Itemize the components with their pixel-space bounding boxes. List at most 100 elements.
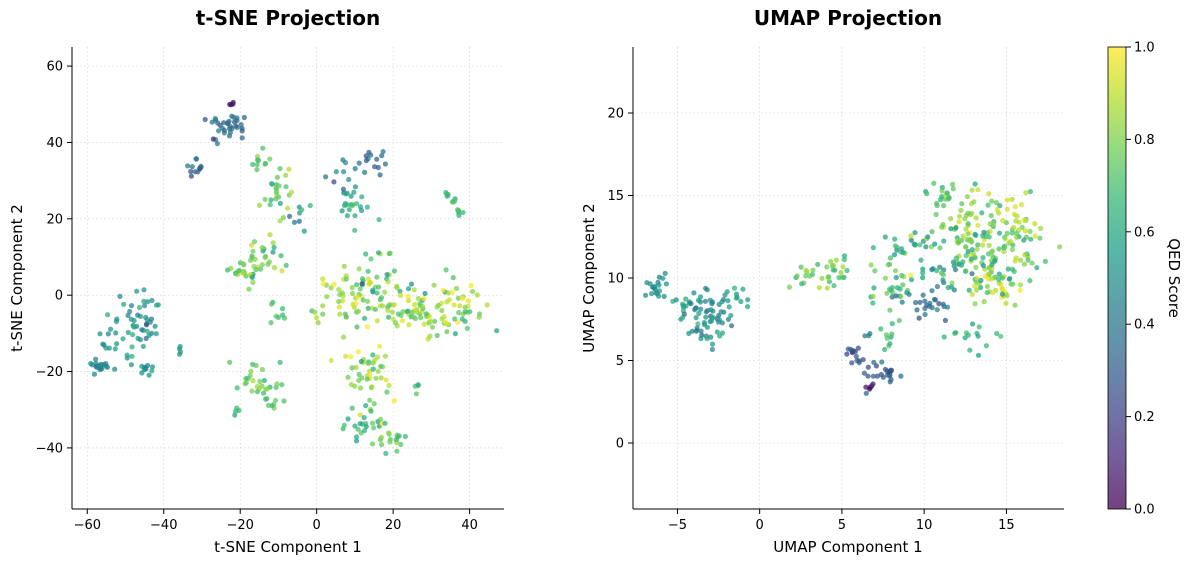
tsne-scatter-point	[370, 352, 376, 358]
tsne-scatter-point	[258, 266, 264, 272]
umap-scatter-point	[920, 292, 926, 298]
umap-scatter-point	[994, 330, 1000, 337]
umap-scatter-point	[698, 335, 704, 342]
umap-scatter-point	[908, 272, 914, 278]
umap-scatter-point	[908, 277, 915, 283]
umap-scatter-point	[992, 258, 998, 264]
tsne-scatter-point	[421, 296, 427, 302]
tsne-scatter-point	[288, 189, 295, 195]
umap-scatter-point	[996, 230, 1003, 236]
umap-scatter-point	[1021, 261, 1027, 267]
umap-scatter-point	[940, 277, 946, 283]
umap-scatter-point	[1014, 213, 1020, 219]
umap-scatter-point	[1017, 287, 1023, 293]
tsne-scatter-point	[283, 262, 289, 268]
umap-x-ticks: −5 0 5 10 15	[668, 509, 1015, 533]
tsne-scatter-point	[250, 248, 256, 254]
tsne-scatter-point	[286, 166, 292, 172]
tsne-scatter-point	[279, 306, 286, 312]
tsne-scatter-point	[197, 166, 203, 172]
umap-scatter-point	[698, 306, 704, 312]
tsne-scatter-point	[280, 312, 286, 318]
tsne-scatter-point	[394, 448, 400, 454]
umap-scatter-point	[714, 329, 720, 335]
tsne-scatter-point	[268, 181, 275, 187]
tsne-scatter-point	[434, 304, 440, 310]
tsne-scatter-point	[105, 331, 111, 337]
tsne-scatter-point	[374, 318, 380, 324]
tsne-scatter-point	[239, 128, 245, 134]
umap-scatter-point	[963, 253, 969, 259]
tsne-scatter-point	[340, 334, 347, 340]
tsne-scatter-point	[124, 352, 130, 358]
umap-scatter-point	[683, 303, 689, 309]
umap-scatter-point	[1009, 247, 1015, 253]
umap-scatter-point	[882, 234, 888, 240]
umap-scatter-point	[934, 202, 940, 209]
umap-scatter-point	[832, 267, 838, 273]
umap-scatter-point	[810, 267, 816, 273]
tsne-scatter-point	[277, 218, 283, 224]
tsne-y-tick-label: 20	[46, 212, 63, 227]
umap-scatter-point	[912, 230, 918, 236]
tsne-scatter-point	[324, 294, 330, 300]
tsne-scatter-point	[343, 353, 349, 359]
tsne-scatter-point	[352, 227, 358, 233]
tsne-scatter-point	[189, 164, 195, 170]
umap-scatter-point	[647, 281, 653, 287]
umap-scatter-point	[948, 226, 954, 232]
tsne-scatter-point	[128, 303, 135, 309]
tsne-scatter-point	[277, 359, 283, 365]
umap-scatter-point	[975, 242, 981, 248]
umap-scatter-point	[981, 229, 987, 235]
umap-scatter-point	[985, 202, 991, 208]
tsne-scatter-point	[149, 364, 156, 370]
tsne-scatter-point	[88, 360, 94, 367]
umap-scatter-point	[872, 268, 878, 274]
umap-scatter-point	[836, 275, 842, 281]
tsne-scatter-point	[383, 377, 389, 383]
tsne-scatter-point	[270, 240, 276, 246]
tsne-scatter-point	[408, 281, 415, 287]
umap-scatter-point	[1042, 258, 1048, 264]
tsne-scatter-point	[450, 275, 456, 281]
tsne-scatter-point	[341, 422, 347, 428]
tsne-scatter-point	[210, 136, 216, 142]
tsne-scatter-point	[254, 389, 260, 395]
tsne-scatter-point	[278, 253, 284, 259]
umap-scatter-point	[716, 312, 722, 318]
tsne-scatter-point	[320, 276, 326, 282]
tsne-scatter-point	[346, 207, 352, 213]
tsne-scatter-point	[241, 114, 247, 121]
tsne-scatter-point	[432, 318, 438, 324]
umap-scatter-point	[824, 285, 830, 291]
umap-scatter-point	[701, 320, 708, 326]
tsne-scatter-point	[343, 314, 349, 320]
tsne-scatter-point	[315, 320, 321, 326]
umap-scatter-point	[1005, 266, 1011, 272]
tsne-scatter-point	[359, 194, 365, 200]
umap-scatter-point	[729, 323, 735, 329]
umap-scatter-point	[914, 307, 920, 313]
tsne-scatter-point	[423, 311, 429, 317]
umap-scatter-point	[989, 198, 995, 204]
umap-scatter-point	[1034, 265, 1040, 271]
umap-scatter-point	[1032, 221, 1038, 227]
umap-scatter-point	[887, 307, 893, 313]
tsne-scatter-point	[263, 253, 269, 259]
tsne-scatter-point	[400, 309, 406, 315]
umap-scatter-point	[953, 330, 959, 336]
umap-scatter-point	[934, 307, 940, 313]
tsne-scatter-point	[373, 375, 379, 381]
tsne-scatter-point	[129, 353, 135, 359]
tsne-scatter-point	[345, 416, 351, 422]
umap-scatter-point	[983, 343, 990, 349]
tsne-scatter-point	[384, 272, 390, 278]
umap-scatter-point	[1000, 217, 1006, 224]
tsne-scatter-point	[274, 381, 280, 387]
tsne-scatter-point	[349, 365, 355, 371]
umap-scatter-point	[871, 285, 877, 291]
tsne-scatter-point	[484, 302, 490, 308]
tsne-scatter-point	[386, 314, 392, 320]
tsne-scatter-point	[356, 371, 362, 378]
